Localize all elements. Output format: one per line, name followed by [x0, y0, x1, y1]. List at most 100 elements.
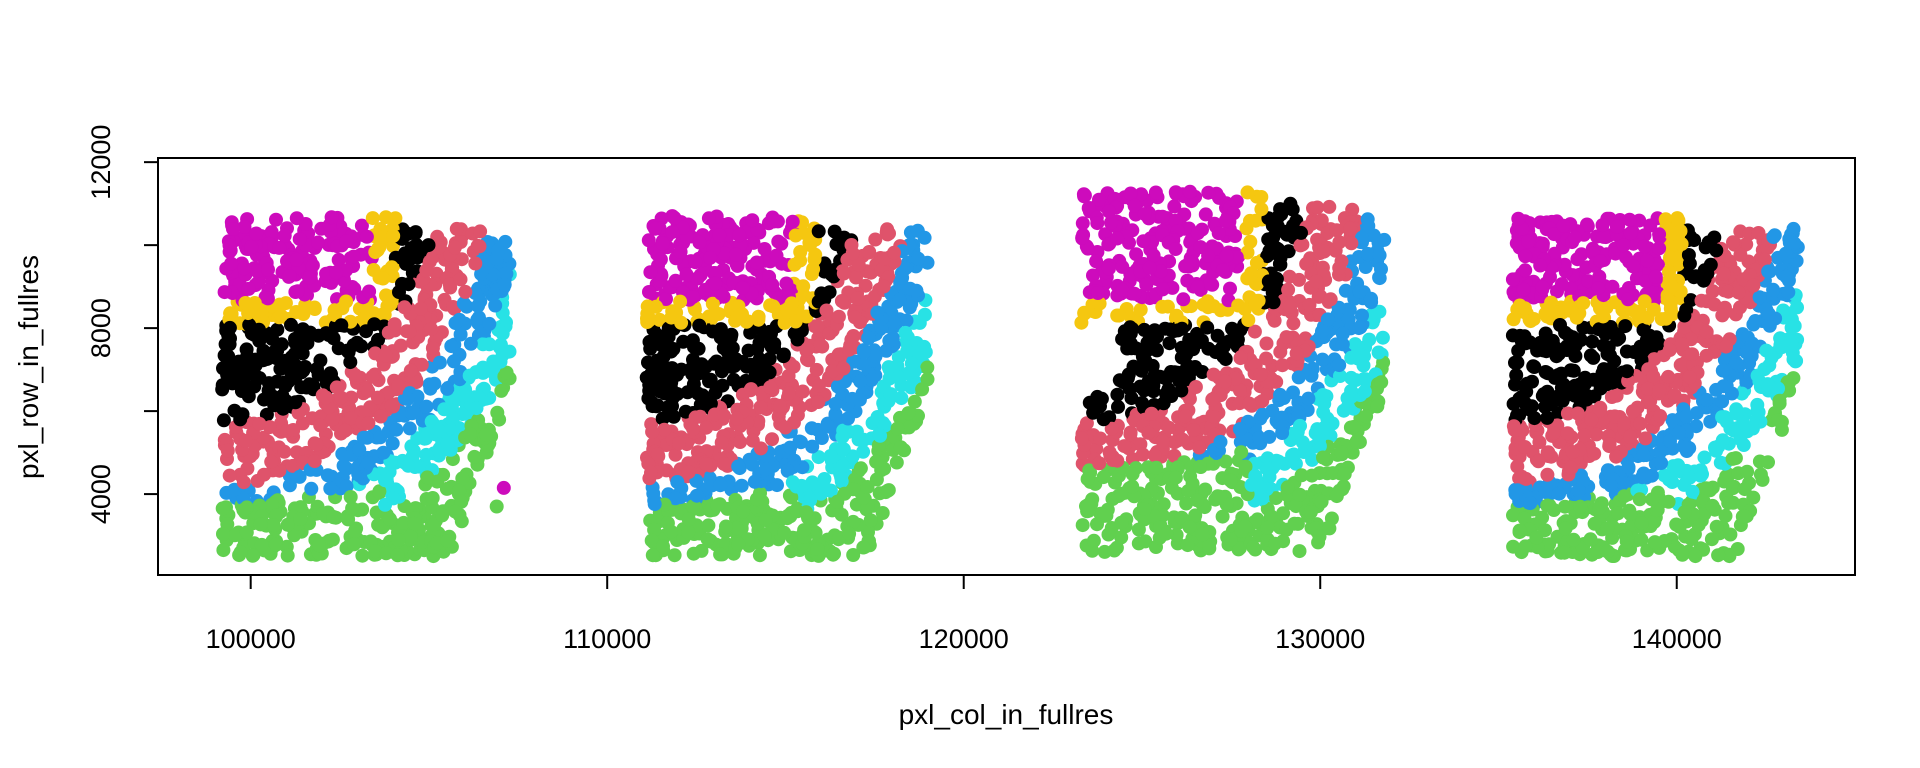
data-point — [1155, 434, 1170, 449]
data-point — [686, 421, 701, 436]
data-point — [1123, 326, 1138, 341]
data-point — [823, 449, 838, 463]
data-point — [655, 411, 670, 426]
data-point — [749, 492, 764, 507]
data-point — [1751, 405, 1766, 420]
data-point — [373, 409, 388, 424]
data-point — [659, 292, 673, 306]
data-point — [875, 506, 890, 520]
data-point — [712, 228, 727, 243]
data-point — [305, 258, 320, 273]
data-point — [703, 396, 718, 411]
data-point — [262, 376, 276, 391]
data-point — [672, 436, 686, 451]
data-point — [1133, 302, 1148, 317]
data-point — [289, 211, 304, 226]
data-point — [1261, 232, 1276, 247]
data-point — [1317, 244, 1332, 259]
data-point — [1757, 252, 1772, 267]
data-point — [1726, 235, 1740, 250]
data-point — [1075, 216, 1090, 231]
data-point — [1167, 365, 1182, 380]
data-point — [453, 272, 468, 287]
data-point — [1736, 438, 1751, 452]
data-point — [1529, 530, 1544, 545]
data-point — [1644, 468, 1659, 483]
data-point — [778, 420, 793, 435]
data-point — [427, 376, 442, 391]
data-point — [1219, 249, 1234, 264]
data-point — [1703, 414, 1718, 429]
data-point — [860, 480, 875, 494]
data-point — [1753, 467, 1768, 482]
data-point — [904, 356, 919, 371]
data-point — [869, 454, 884, 469]
data-point — [307, 300, 322, 315]
data-point — [1554, 277, 1569, 292]
data-point — [1533, 258, 1548, 273]
data-point — [1136, 234, 1151, 249]
data-point — [386, 228, 401, 243]
data-point — [749, 255, 764, 270]
data-point — [1316, 388, 1330, 402]
data-point — [407, 405, 421, 420]
data-point — [1218, 374, 1232, 389]
data-point — [835, 459, 850, 474]
data-point — [681, 512, 696, 527]
data-point — [639, 370, 654, 385]
data-point — [735, 281, 750, 295]
data-point — [1215, 509, 1230, 524]
data-point — [473, 224, 488, 239]
data-point — [1255, 407, 1270, 422]
data-point — [329, 380, 344, 395]
data-point — [747, 474, 762, 489]
data-point — [1192, 335, 1207, 349]
data-point — [453, 327, 468, 342]
data-point — [1623, 430, 1638, 445]
data-point — [419, 447, 434, 462]
x-tick-label: 110000 — [563, 624, 651, 654]
data-point — [376, 271, 390, 286]
data-point — [1685, 347, 1700, 362]
data-point — [220, 367, 235, 382]
data-point — [409, 375, 424, 390]
data-point — [1255, 394, 1270, 409]
data-point — [356, 430, 371, 445]
data-point — [856, 444, 871, 459]
data-point — [1600, 544, 1615, 559]
data-point — [239, 525, 254, 540]
data-point — [253, 517, 268, 532]
data-point — [1746, 278, 1761, 293]
data-point — [1782, 235, 1797, 250]
data-point — [831, 347, 846, 362]
data-point — [463, 427, 477, 442]
data-point — [784, 296, 799, 311]
data-point — [885, 330, 900, 345]
data-point — [644, 465, 658, 480]
data-point — [1778, 246, 1793, 261]
data-point — [1617, 416, 1631, 431]
data-point — [647, 497, 662, 512]
data-point — [1276, 224, 1291, 239]
data-point — [1246, 540, 1261, 555]
data-point — [1654, 312, 1669, 327]
data-point — [894, 391, 909, 406]
data-point — [757, 529, 772, 544]
data-point — [1218, 213, 1233, 228]
data-point — [771, 234, 786, 249]
data-point — [1231, 298, 1246, 313]
data-point — [1596, 229, 1611, 244]
data-point — [681, 465, 696, 480]
data-point — [1137, 343, 1152, 358]
data-point — [680, 385, 695, 400]
data-point — [1117, 439, 1132, 454]
data-point — [1349, 434, 1364, 449]
data-point — [1531, 454, 1546, 469]
data-point — [1505, 272, 1520, 287]
data-point — [1699, 324, 1714, 339]
data-point — [368, 346, 383, 361]
data-point — [751, 312, 766, 327]
data-point — [1592, 501, 1607, 516]
data-point — [1082, 395, 1097, 410]
data-point — [1275, 426, 1290, 440]
